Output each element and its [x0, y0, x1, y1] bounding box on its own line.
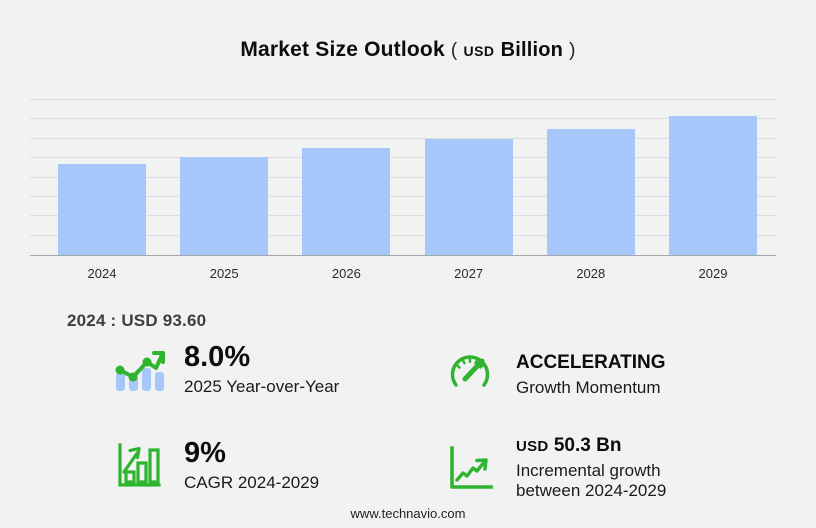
title-paren-open: ( — [450, 40, 458, 61]
gridline — [30, 99, 776, 100]
title-unit-scale: Billion — [500, 39, 564, 61]
stat-momentum: ACCELERATING Growth Momentum — [444, 348, 666, 402]
title-unit-currency: USD — [463, 43, 495, 59]
line-growth-icon — [444, 441, 500, 495]
source-url: www.technavio.com — [350, 506, 466, 521]
growth-bars-icon — [112, 439, 168, 493]
stat-incremental-value: USD 50.3 Bn — [516, 435, 622, 456]
gridline — [30, 215, 776, 217]
gridline — [30, 137, 776, 139]
stat-momentum-value: ACCELERATING — [516, 352, 666, 374]
stat-momentum-label: Growth Momentum — [516, 378, 661, 397]
base-year-value: 2024 : USD 93.60 — [67, 311, 207, 330]
stat-yoy: 8.0% 2025 Year-over-Year — [112, 341, 340, 398]
bar-2028 — [546, 128, 635, 255]
title-main: Market Size Outlook — [240, 38, 445, 61]
x-tick-label: 2029 — [698, 266, 728, 281]
bar-trend-icon — [112, 343, 168, 397]
gridline — [30, 195, 776, 197]
speedometer-icon — [444, 348, 500, 402]
bar-2027 — [424, 138, 513, 255]
stat-yoy-label: 2025 Year-over-Year — [184, 376, 340, 396]
x-tick-label: 2024 — [87, 266, 117, 281]
page-title: Market Size Outlook ( USD Billion ) — [0, 38, 816, 62]
x-tick-label: 2028 — [576, 266, 606, 281]
stat-incremental: USD 50.3 Bn Incremental growth between 2… — [444, 434, 698, 502]
stat-incremental-label: Incremental growth between 2024-2029 — [516, 460, 667, 501]
gridline — [30, 234, 776, 236]
gridline — [30, 176, 776, 178]
x-tick-label: 2027 — [454, 266, 484, 281]
x-tick-label: 2025 — [209, 266, 239, 281]
bar-2025 — [180, 157, 269, 255]
bar-chart: 2024 2025 2026 2027 2028 2029 — [30, 99, 776, 290]
bar-2029 — [669, 115, 757, 255]
plot-area — [30, 99, 776, 256]
title-paren-close: ) — [569, 40, 576, 61]
stat-cagr-label: CAGR 2024-2029 — [184, 472, 320, 492]
gridline — [30, 118, 776, 120]
bar-2026 — [302, 148, 391, 255]
stat-yoy-value: 8.0% — [184, 341, 251, 373]
stat-cagr-value: 9% — [184, 437, 226, 469]
stat-cagr: 9% CAGR 2024-2029 — [112, 437, 320, 494]
x-tick-label: 2026 — [331, 266, 361, 281]
bar-2024 — [58, 164, 146, 255]
gridline — [30, 157, 776, 159]
stat-incremental-currency: USD — [516, 438, 549, 455]
